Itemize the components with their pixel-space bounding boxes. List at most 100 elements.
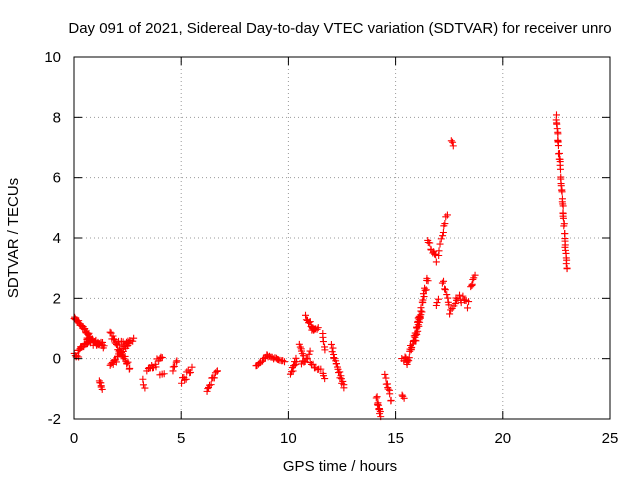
y-tick-label: 10: [44, 49, 61, 66]
data-point: [339, 377, 347, 385]
data-point: [441, 220, 449, 228]
data-point: [112, 358, 120, 366]
data-point: [463, 304, 471, 312]
data-point: [130, 334, 138, 342]
data-point: [291, 361, 299, 369]
data-point: [302, 311, 310, 319]
data-point: [182, 375, 190, 383]
data-point: [381, 370, 389, 378]
data-point: [432, 251, 440, 259]
data-point: [160, 370, 168, 378]
data-point: [98, 385, 106, 393]
y-tick-label: 6: [53, 170, 61, 187]
data-point: [432, 258, 440, 266]
data-point: [99, 338, 107, 346]
data-point: [305, 350, 313, 358]
data-point: [431, 250, 439, 258]
data-point: [405, 357, 413, 365]
data-point: [400, 394, 408, 402]
data-points: [70, 111, 571, 421]
data-point: [468, 280, 476, 288]
data-point: [124, 358, 132, 366]
data-point: [440, 277, 448, 285]
data-point: [419, 296, 427, 304]
data-point: [560, 222, 568, 230]
data-point: [81, 325, 89, 333]
data-point: [424, 277, 432, 285]
data-point: [415, 322, 423, 330]
data-point: [292, 354, 300, 362]
data-point: [281, 358, 289, 366]
data-point: [123, 360, 131, 368]
data-point: [158, 354, 166, 362]
data-point: [321, 346, 329, 354]
data-point: [456, 291, 464, 299]
data-point: [306, 347, 314, 355]
x-tick-label: 25: [602, 430, 619, 447]
data-point: [554, 142, 562, 150]
data-point: [405, 354, 413, 362]
x-tick-label: 20: [494, 430, 511, 447]
data-point: [170, 362, 178, 370]
data-point: [562, 260, 570, 268]
data-point: [110, 335, 118, 343]
y-tick-label: 4: [53, 230, 61, 247]
data-point: [321, 375, 329, 383]
data-point: [441, 286, 449, 294]
data-point: [73, 352, 81, 360]
data-point: [340, 384, 348, 392]
data-point: [447, 137, 455, 145]
data-point: [207, 381, 215, 389]
data-point: [412, 337, 420, 345]
data-point: [320, 372, 328, 380]
data-point: [327, 340, 335, 348]
data-point: [414, 321, 422, 329]
data-point: [288, 368, 296, 376]
data-point: [116, 341, 124, 349]
axis-ticks: 0 5 10 15 20 25 -2 0 2 4 6 8 10: [44, 49, 618, 447]
data-point: [139, 375, 147, 383]
data-point: [382, 374, 390, 382]
data-point: [433, 299, 441, 307]
data-point: [306, 318, 314, 326]
grid-lines: [74, 57, 610, 419]
data-point: [129, 337, 137, 345]
data-point: [439, 232, 447, 240]
y-tick-label: 8: [53, 109, 61, 126]
data-point: [449, 142, 457, 150]
x-tick-label: 10: [280, 430, 297, 447]
data-point: [373, 393, 381, 401]
data-point: [417, 307, 425, 315]
data-point: [210, 374, 218, 382]
data-point: [422, 286, 430, 294]
data-point: [206, 381, 214, 389]
data-point: [558, 188, 566, 196]
data-point: [317, 365, 325, 373]
data-point: [290, 362, 298, 370]
data-point: [109, 332, 117, 340]
data-point: [446, 310, 454, 318]
data-point: [469, 275, 477, 283]
data-point: [413, 331, 421, 339]
data-point: [126, 364, 134, 372]
data-point: [418, 308, 426, 316]
data-point: [188, 363, 196, 371]
data-point: [437, 235, 445, 243]
data-point: [559, 202, 567, 210]
data-point: [106, 328, 114, 336]
data-point: [387, 396, 395, 404]
data-point: [442, 213, 450, 221]
data-point: [303, 354, 311, 362]
data-point: [275, 356, 283, 364]
data-point: [419, 290, 427, 298]
data-point: [445, 301, 453, 309]
data-point: [178, 379, 186, 387]
data-point: [333, 360, 341, 368]
data-point: [556, 165, 564, 173]
data-point: [436, 240, 444, 248]
data-point: [420, 293, 428, 301]
data-point: [172, 358, 180, 366]
data-point: [141, 384, 149, 392]
data-point: [139, 381, 147, 389]
